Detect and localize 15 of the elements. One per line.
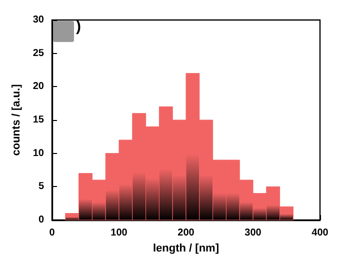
y-tick-label: 5 <box>38 181 44 192</box>
x-tick-label: 200 <box>178 228 195 238</box>
y-tick-label: 10 <box>32 148 44 159</box>
x-tick-label: 100 <box>110 228 128 238</box>
x-tick-label: 0 <box>49 228 56 238</box>
x-axis-title: length / [nm] <box>153 242 220 254</box>
y-tick-label: 15 <box>32 114 44 126</box>
x-tick-label: 400 <box>312 228 329 238</box>
y-tick-label: 25 <box>32 48 44 59</box>
y-tick-label: 30 <box>32 14 44 26</box>
y-tick-label: 20 <box>32 81 44 92</box>
y-tick-label: 0 <box>38 214 44 226</box>
annotation: ) <box>76 18 81 35</box>
x-tick-label: 300 <box>244 228 262 238</box>
y-axis-title: counts / [a.u.] <box>10 84 22 156</box>
